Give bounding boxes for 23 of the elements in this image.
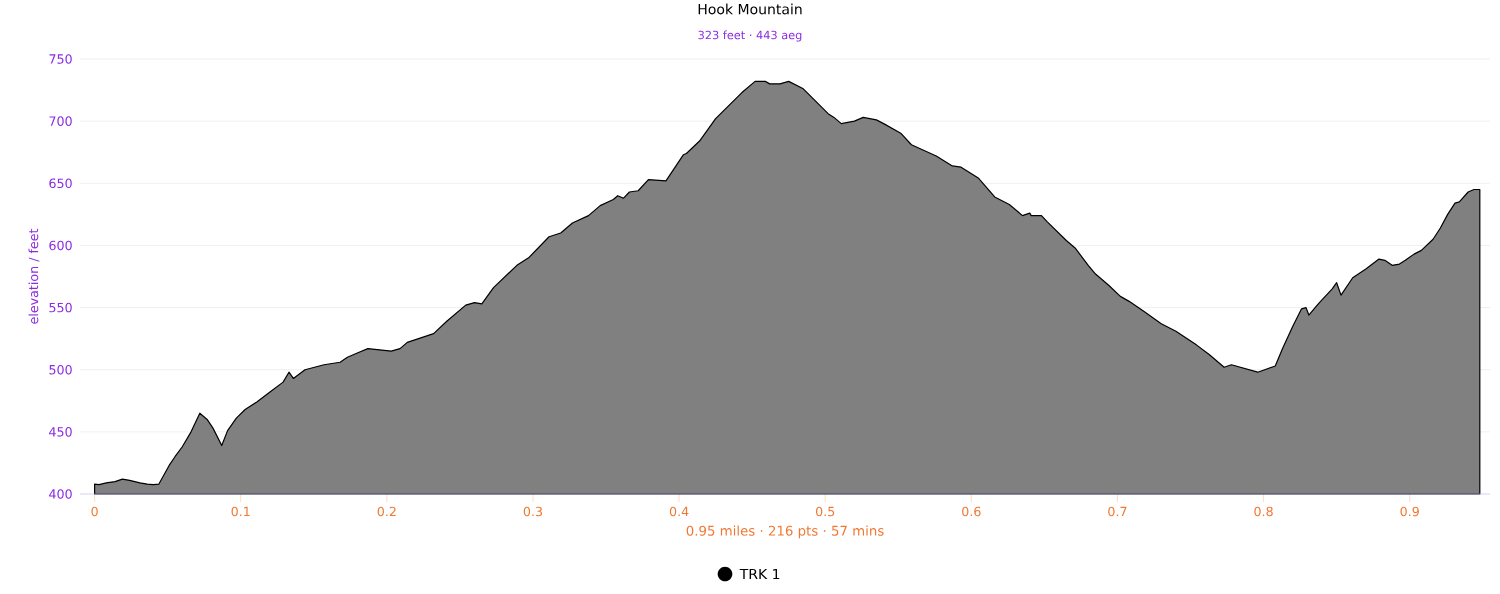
x-tick-label: 0.1 <box>231 506 250 517</box>
y-tick-label: 450 <box>49 427 72 437</box>
chart-subtitle: 323 feet · 443 aeg <box>698 30 802 42</box>
x-tick-label: 0.8 <box>1254 506 1273 517</box>
y-tick-label: 700 <box>49 116 72 126</box>
y-axis-title: elevation / feet <box>28 228 40 324</box>
y-tick-label: 600 <box>49 240 72 251</box>
y-tick-label: 750 <box>49 54 72 64</box>
x-tick-label: 0.4 <box>669 506 689 517</box>
x-tick-label: 0.3 <box>523 506 543 517</box>
x-tick-label: 0 <box>91 506 98 517</box>
x-tick-label: 0.5 <box>815 506 835 517</box>
x-tick-label: 0.6 <box>962 506 981 517</box>
y-tick-label: 400 <box>49 489 72 499</box>
y-tick-label: 550 <box>49 302 72 313</box>
legend-label: TRK 1 <box>739 568 780 580</box>
x-tick-label: 0.9 <box>1400 506 1419 517</box>
y-tick-label: 650 <box>49 178 72 189</box>
y-tick-label: 500 <box>49 364 72 375</box>
x-axis-title: 0.95 miles · 216 pts · 57 mins <box>686 525 884 539</box>
chart-title: Hook Mountain <box>698 3 802 15</box>
x-tick-label: 0.7 <box>1108 506 1127 517</box>
x-tick-label: 0.2 <box>377 506 396 517</box>
